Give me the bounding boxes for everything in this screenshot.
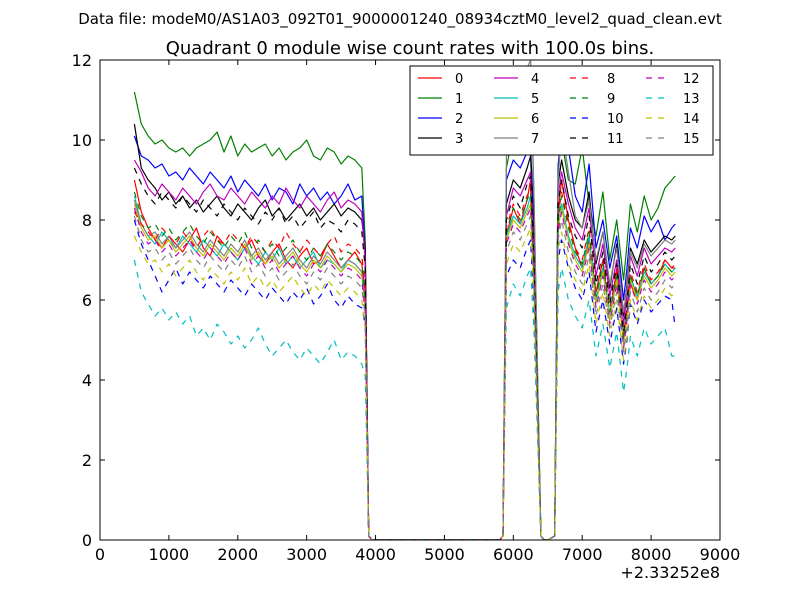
x-tick-label: 9000 xyxy=(700,545,741,564)
x-tick-label: 5000 xyxy=(424,545,465,564)
x-tick-label: 6000 xyxy=(493,545,534,564)
legend-label-4: 4 xyxy=(531,72,539,87)
legend-label-8: 8 xyxy=(607,72,615,87)
x-offset-label: +2.33252e8 xyxy=(620,563,720,582)
x-tick-label: 7000 xyxy=(562,545,603,564)
y-tick-label: 12 xyxy=(72,51,92,70)
legend-label-15: 15 xyxy=(683,132,700,147)
legend-label-13: 13 xyxy=(683,92,700,107)
legend-label-10: 10 xyxy=(607,112,624,127)
legend-label-6: 6 xyxy=(531,112,539,127)
series-line-8 xyxy=(133,187,676,540)
legend-label-9: 9 xyxy=(607,92,615,107)
x-tick-label: 1000 xyxy=(149,545,190,564)
legend-label-5: 5 xyxy=(531,92,539,107)
legend-label-3: 3 xyxy=(455,132,463,147)
y-tick-label: 2 xyxy=(82,451,92,470)
y-tick-label: 0 xyxy=(82,531,92,550)
x-tick-label: 2000 xyxy=(217,545,258,564)
chart-title: Quadrant 0 module wise count rates with … xyxy=(166,38,655,59)
legend-label-7: 7 xyxy=(531,132,539,147)
y-tick-label: 6 xyxy=(82,291,92,310)
suptitle: Data file: modeM0/AS1A03_092T01_90000012… xyxy=(78,10,722,29)
series-line-15 xyxy=(133,215,676,540)
series-line-12 xyxy=(133,207,676,540)
axis-ticks: 0 1000 2000 3000 4000 5000 6000 7000 8000 9000 0 2 4… xyxy=(72,51,741,564)
legend-label-0: 0 xyxy=(455,72,463,87)
legend-box xyxy=(409,65,714,156)
y-tick-label: 10 xyxy=(72,131,92,150)
legend-label-1: 1 xyxy=(455,92,463,107)
y-tick-label: 8 xyxy=(82,211,92,230)
legend-label-2: 2 xyxy=(455,112,463,127)
legend-label-14: 14 xyxy=(683,112,700,127)
x-tick-label: 3000 xyxy=(286,545,327,564)
x-tick-label: 8000 xyxy=(631,545,672,564)
x-tick-label: 4000 xyxy=(355,545,396,564)
series-line-14 xyxy=(133,227,676,540)
plot-area xyxy=(133,60,676,540)
legend-label-12: 12 xyxy=(683,72,700,87)
legend-label-11: 11 xyxy=(607,132,624,147)
x-tick-label: 0 xyxy=(95,545,105,564)
y-tick-label: 4 xyxy=(82,371,92,390)
